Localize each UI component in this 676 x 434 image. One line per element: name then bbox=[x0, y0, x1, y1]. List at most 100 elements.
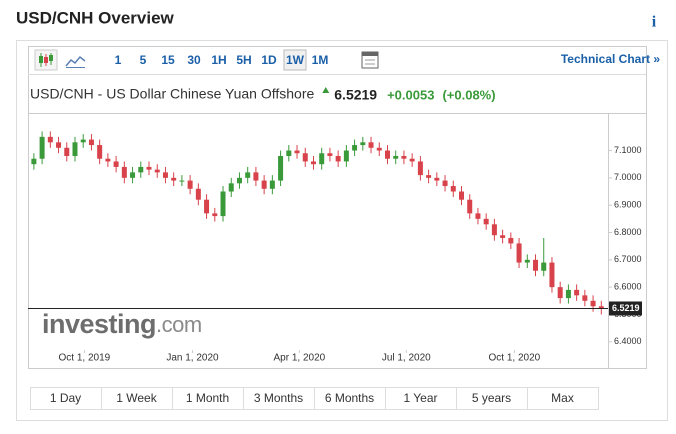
candle-body bbox=[360, 142, 366, 146]
interval-button[interactable]: 1M bbox=[312, 53, 329, 67]
candle-body bbox=[417, 161, 423, 176]
range-label[interactable]: 1 Week bbox=[116, 391, 157, 405]
candle-body bbox=[574, 289, 580, 296]
candle-body bbox=[195, 188, 201, 200]
candle-body bbox=[236, 177, 242, 184]
info-button[interactable] bbox=[642, 10, 666, 34]
candle-body bbox=[352, 145, 358, 151]
candle-body bbox=[56, 142, 62, 148]
candle-body bbox=[475, 213, 481, 219]
candle-body bbox=[113, 161, 119, 167]
calendar-icon[interactable] bbox=[361, 51, 379, 69]
candle-body bbox=[253, 172, 259, 181]
candle-body bbox=[409, 158, 415, 162]
candle-body bbox=[500, 235, 506, 238]
watermark: investing.com bbox=[42, 309, 202, 339]
candle-body bbox=[565, 289, 571, 299]
candle-body bbox=[335, 155, 341, 162]
range-label[interactable]: 1 Day bbox=[50, 391, 81, 405]
candle-body bbox=[533, 259, 539, 271]
range-label[interactable]: 1 Year bbox=[403, 391, 437, 405]
range-button[interactable] bbox=[527, 387, 599, 410]
up-arrow bbox=[322, 87, 330, 93]
price-change-pct: (+0.08%) bbox=[442, 87, 495, 102]
candle-body bbox=[80, 139, 86, 143]
candle-body bbox=[179, 180, 185, 182]
range-label[interactable]: 6 Months bbox=[325, 391, 374, 405]
price-change: +0.0053 bbox=[387, 87, 434, 102]
candle-body bbox=[171, 177, 177, 181]
candle-body bbox=[138, 166, 144, 173]
candle-body bbox=[245, 172, 251, 178]
candle-body bbox=[590, 300, 596, 307]
candle-body bbox=[598, 306, 604, 309]
candle-body bbox=[491, 224, 497, 236]
interval-button[interactable]: 1W bbox=[286, 53, 305, 67]
candle-body bbox=[269, 180, 275, 189]
candle-body bbox=[39, 136, 45, 159]
x-tick-label: Jan 1, 2020 bbox=[166, 353, 219, 364]
title: USD/CNH Overview bbox=[16, 8, 175, 27]
candle-body bbox=[426, 175, 432, 178]
interval-button[interactable]: 1D bbox=[261, 53, 277, 67]
candle-body bbox=[154, 169, 160, 173]
candle-body bbox=[310, 161, 316, 165]
line-icon[interactable] bbox=[65, 55, 86, 67]
range-label[interactable]: Max bbox=[551, 391, 574, 405]
candle-body bbox=[401, 155, 407, 159]
y-tick-label: 6.8000 bbox=[614, 227, 642, 237]
last-price: 6.5219 bbox=[334, 87, 377, 103]
range-label[interactable]: 5 years bbox=[472, 391, 511, 405]
interval-button[interactable]: 5H bbox=[236, 53, 251, 67]
info-icon[interactable]: i bbox=[652, 14, 657, 31]
interval-button[interactable]: 15 bbox=[161, 53, 175, 67]
interval-button[interactable]: 1 bbox=[115, 53, 122, 67]
candle-body bbox=[204, 199, 210, 214]
x-tick-label: Apr 1, 2020 bbox=[274, 353, 326, 364]
technical-chart-link[interactable]: Technical Chart » bbox=[561, 52, 660, 66]
x-tick-label: Oct 1, 2019 bbox=[59, 353, 111, 364]
last-price-label: 6.5219 bbox=[612, 303, 640, 313]
candle-body bbox=[261, 180, 267, 189]
range-label[interactable]: 3 Months bbox=[254, 391, 303, 405]
y-tick-label: 7.1000 bbox=[614, 145, 642, 155]
candle-body bbox=[220, 191, 226, 217]
watermark-domain: .com bbox=[156, 312, 202, 337]
candle-body bbox=[434, 177, 440, 181]
candle-body bbox=[121, 166, 127, 178]
interval-button[interactable]: 30 bbox=[187, 53, 201, 67]
x-tick-label: Jul 1, 2020 bbox=[382, 353, 431, 364]
interval-button[interactable]: 1H bbox=[211, 53, 226, 67]
candle-body bbox=[64, 147, 70, 156]
candle-body bbox=[442, 180, 448, 187]
candle-body bbox=[146, 166, 152, 170]
candle-body bbox=[105, 158, 111, 162]
candle-body bbox=[187, 180, 193, 189]
range-label[interactable]: 1 Month bbox=[186, 391, 229, 405]
candle-body bbox=[319, 153, 325, 165]
candle-body bbox=[72, 142, 78, 156]
candle-body bbox=[582, 295, 588, 301]
interval-button[interactable]: 5 bbox=[140, 53, 147, 67]
candle-icon[interactable] bbox=[34, 49, 58, 71]
y-tick-label: 6.6000 bbox=[614, 282, 642, 292]
x-tick-label: Oct 1, 2020 bbox=[489, 353, 541, 364]
candle-body bbox=[524, 259, 530, 263]
candle-body bbox=[508, 237, 514, 244]
candle-body bbox=[467, 199, 473, 214]
candle-body bbox=[162, 172, 168, 178]
panel bbox=[16, 40, 668, 421]
candle-body bbox=[384, 150, 390, 159]
candle-body bbox=[343, 150, 349, 162]
candle-body bbox=[286, 150, 292, 156]
candle-body bbox=[393, 155, 399, 159]
candle-body bbox=[31, 158, 37, 165]
candle-body bbox=[516, 243, 522, 263]
instrument-name: USD/CNH - US Dollar Chinese Yuan Offshor… bbox=[30, 86, 314, 102]
candle-body bbox=[294, 150, 300, 154]
y-tick-label: 7.0000 bbox=[614, 172, 642, 182]
watermark-brand: investing bbox=[42, 309, 156, 339]
chart-frame bbox=[28, 46, 647, 369]
candle-body bbox=[459, 191, 464, 200]
